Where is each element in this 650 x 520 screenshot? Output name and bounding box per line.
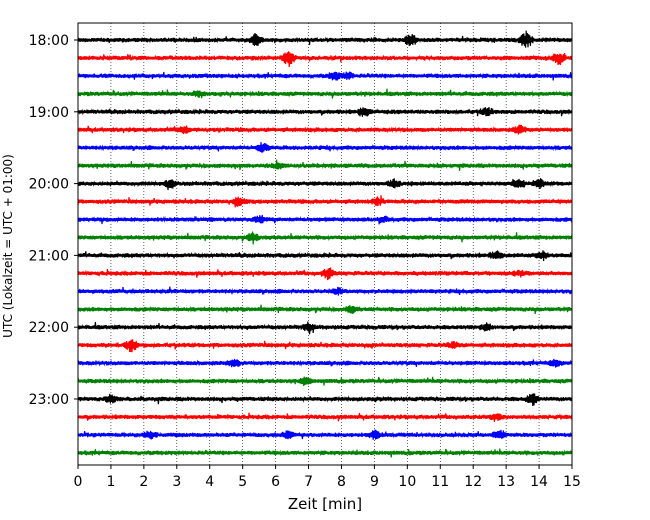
x-tick-label: 6: [271, 474, 280, 490]
trace-line: [77, 124, 573, 135]
trace-line: [77, 412, 573, 423]
x-tick-label: 8: [337, 474, 346, 490]
trace-line: [77, 339, 573, 353]
seismogram-traces: [77, 30, 573, 458]
y-tick-label: 23:00: [29, 392, 69, 408]
trace-line: [77, 393, 573, 406]
trace-line: [77, 159, 573, 171]
x-tick-label: 3: [172, 474, 181, 490]
y-tick-label: 21:00: [29, 248, 69, 264]
trace-line: [77, 71, 573, 81]
x-tick-label: 14: [530, 474, 548, 490]
trace-line: [77, 321, 573, 335]
y-axis-label: UTC (Lokalzeit = UTC + 01:00): [1, 154, 15, 338]
x-tick-label: 9: [370, 474, 379, 490]
y-axis: 18:00 19:00 20:00 21:00 22:00 23:00: [29, 33, 78, 408]
trace-line: [77, 286, 573, 296]
trace-line: [77, 358, 573, 368]
x-tick-label: 5: [238, 474, 247, 490]
plot-frame: [77, 22, 573, 466]
y-tick-label: 18:00: [29, 33, 69, 49]
y-tick-label: 20:00: [29, 177, 69, 193]
trace-line: [77, 142, 573, 153]
trace-line: [77, 304, 573, 315]
trace-line: [77, 231, 573, 245]
trace-line: [77, 448, 573, 458]
trace-line: [77, 88, 573, 99]
x-tick-label: 0: [74, 474, 83, 490]
trace-line: [77, 267, 573, 281]
x-tick-label: 15: [563, 474, 581, 490]
trace-line: [77, 178, 573, 191]
x-tick-label: 13: [497, 474, 515, 490]
trace-line: [77, 429, 573, 440]
trace-line: [77, 250, 573, 262]
trace-line: [77, 214, 573, 225]
y-tick-label: 22:00: [29, 320, 69, 336]
y-tick-label: 19:00: [29, 105, 69, 121]
trace-line: [77, 107, 573, 117]
trace-line: [77, 195, 573, 208]
x-axis: 0 1 2 3 4 5 6 7 8 9 10 11 12 13 14 15: [74, 465, 581, 490]
x-tick-label: 2: [139, 474, 148, 490]
trace-line: [77, 376, 573, 386]
x-tick-label: 1: [106, 474, 115, 490]
x-tick-label: 12: [464, 474, 482, 490]
x-tick-label: 7: [304, 474, 313, 490]
trace-line: [77, 30, 573, 48]
trace-line: [77, 51, 573, 68]
x-axis-label: Zeit [min]: [288, 495, 362, 513]
x-tick-label: 10: [398, 474, 416, 490]
x-tick-label: 11: [431, 474, 449, 490]
x-tick-label: 4: [205, 474, 214, 490]
